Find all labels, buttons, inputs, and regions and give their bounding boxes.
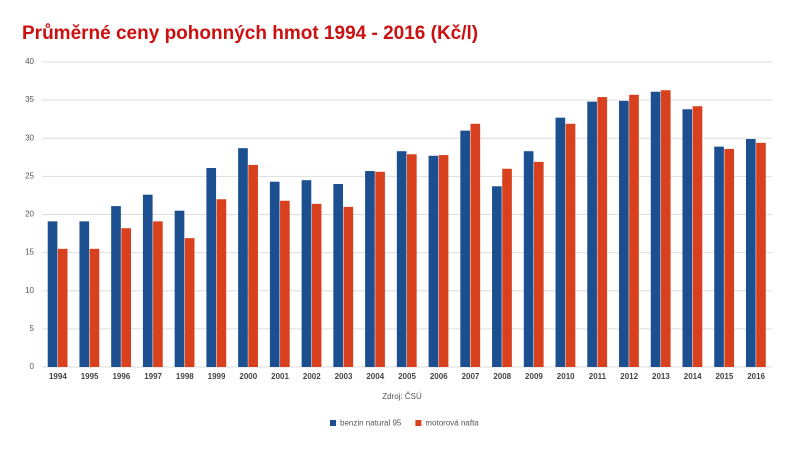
bar [587,101,597,368]
chart-title: Průměrné ceny pohonných hmot 1994 - 2016… [22,23,478,44]
x-tick-label: 2009 [525,372,543,381]
bar [660,90,671,368]
bar [407,154,417,367]
bar [533,161,544,367]
bar [142,194,153,367]
bar [396,151,407,367]
bar [428,155,439,367]
x-tick-label: 2010 [557,372,575,381]
x-tick-label: 2011 [589,372,607,381]
x-tick-label: 2008 [493,372,511,381]
x-tick-label: 2002 [303,372,321,381]
y-tick-label: 20 [25,210,34,219]
bar [470,123,481,367]
bar [269,181,280,367]
bar [565,123,576,367]
x-tick-label: 2012 [620,372,638,381]
bar [650,91,661,368]
x-tick-label: 2005 [398,372,416,381]
legend-swatch [330,420,336,426]
bar [756,142,766,367]
bar [745,139,756,367]
legend-label: motorová nafta [425,419,479,428]
x-tick-label: 2003 [335,372,353,381]
bar [597,97,608,367]
x-tick-label: 2001 [271,372,289,381]
bar [555,117,566,367]
x-tick-label: 2006 [430,372,448,381]
x-tick-label: 1996 [112,372,130,381]
source-note: Zdroj: ČSÚ [382,392,422,401]
y-tick-label: 25 [25,171,34,180]
x-tick-label: 1997 [144,372,162,381]
bar [502,168,512,367]
bar [216,199,227,367]
bar [206,167,217,367]
bar [714,146,724,367]
bar [333,184,344,367]
bar [343,206,354,367]
bar [619,100,629,367]
legend-label: benzin natural 95 [340,419,402,428]
x-tick-label: 1994 [49,372,67,381]
bar [492,186,502,367]
bar [523,151,534,367]
bar [57,248,68,367]
bar [121,228,132,367]
x-tick-label: 1999 [208,372,226,381]
bar [238,148,248,367]
bar [724,148,735,367]
bar [248,164,258,367]
y-tick-label: 15 [25,248,34,257]
legend-swatch [415,420,422,426]
x-tick-label: 2013 [652,372,670,381]
bar [111,206,121,367]
x-tick-label: 2016 [747,372,765,381]
x-tick-label: 2007 [462,372,480,381]
bar [280,200,290,367]
bar [682,109,693,368]
bar [47,221,58,367]
bar [301,180,312,367]
bar [79,221,90,367]
bar [460,130,470,367]
bar [89,248,100,367]
bar [311,203,322,367]
x-tick-label: 1995 [81,372,99,381]
x-tick-label: 2004 [366,372,384,381]
bar [153,221,163,367]
bar [365,171,375,367]
y-tick-label: 35 [25,95,34,104]
y-tick-label: 10 [25,286,34,295]
bar [174,210,185,367]
bar [375,171,385,367]
bar [438,155,449,367]
bar [184,238,195,367]
x-tick-label: 2014 [684,372,702,381]
x-tick-label: 1998 [176,372,194,381]
y-tick-label: 40 [25,57,34,66]
x-tick-label: 2000 [239,372,257,381]
bar [629,94,639,367]
y-tick-label: 5 [30,324,35,333]
x-tick-label: 2015 [715,372,733,381]
bar [692,106,703,367]
y-tick-label: 0 [30,362,35,371]
y-tick-label: 30 [25,133,34,142]
